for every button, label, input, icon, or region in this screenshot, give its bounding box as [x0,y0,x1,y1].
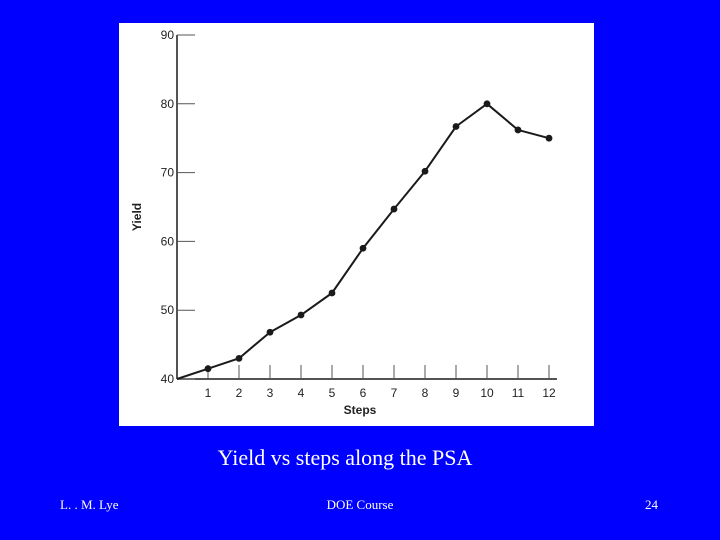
slide-caption: Yield vs steps along the PSA [217,445,473,470]
data-point [235,354,243,362]
y-tick-label: 50 [161,303,175,317]
y-tick-label: 60 [161,234,175,248]
footer-page-number: 24 [645,497,658,512]
x-tick-label: 3 [267,386,274,400]
footer-author: L. . M. Lye [60,497,119,512]
data-point [421,167,429,175]
x-tick-label: 4 [298,386,305,400]
x-tick-label: 1 [205,386,212,400]
x-tick-label: 12 [542,386,556,400]
chart-panel: 40 50 60 70 80 90 1 2 3 4 5 6 7 8 9 10 11 12 Steps Yield [119,23,594,426]
x-tick-label: 5 [329,386,336,400]
data-point [545,134,553,142]
yield-series-line [176,102,550,380]
data-point [328,289,336,297]
x-tick-label: 6 [360,386,367,400]
data-point [297,311,305,319]
x-tick-label: 8 [422,386,429,400]
data-point [359,244,367,252]
footer-course: DOE Course [326,497,394,512]
x-tick-label: 11 [512,386,525,400]
x-tick-label: 9 [453,386,460,400]
data-point [390,205,398,213]
data-point [514,126,522,134]
y-axis-title: Yield [130,203,144,231]
x-tick-label: 7 [391,386,398,400]
y-tick-label: 70 [161,166,175,180]
x-tick-label: 2 [236,386,243,400]
y-tick-label: 40 [161,372,175,386]
data-point [452,123,460,130]
data-point [204,365,212,373]
data-point [483,100,491,108]
x-tick-label: 10 [480,386,494,400]
y-tick-label: 80 [161,97,175,111]
x-axis-title: Steps [344,403,377,417]
y-tick-label: 90 [161,28,175,42]
data-point [266,328,274,336]
